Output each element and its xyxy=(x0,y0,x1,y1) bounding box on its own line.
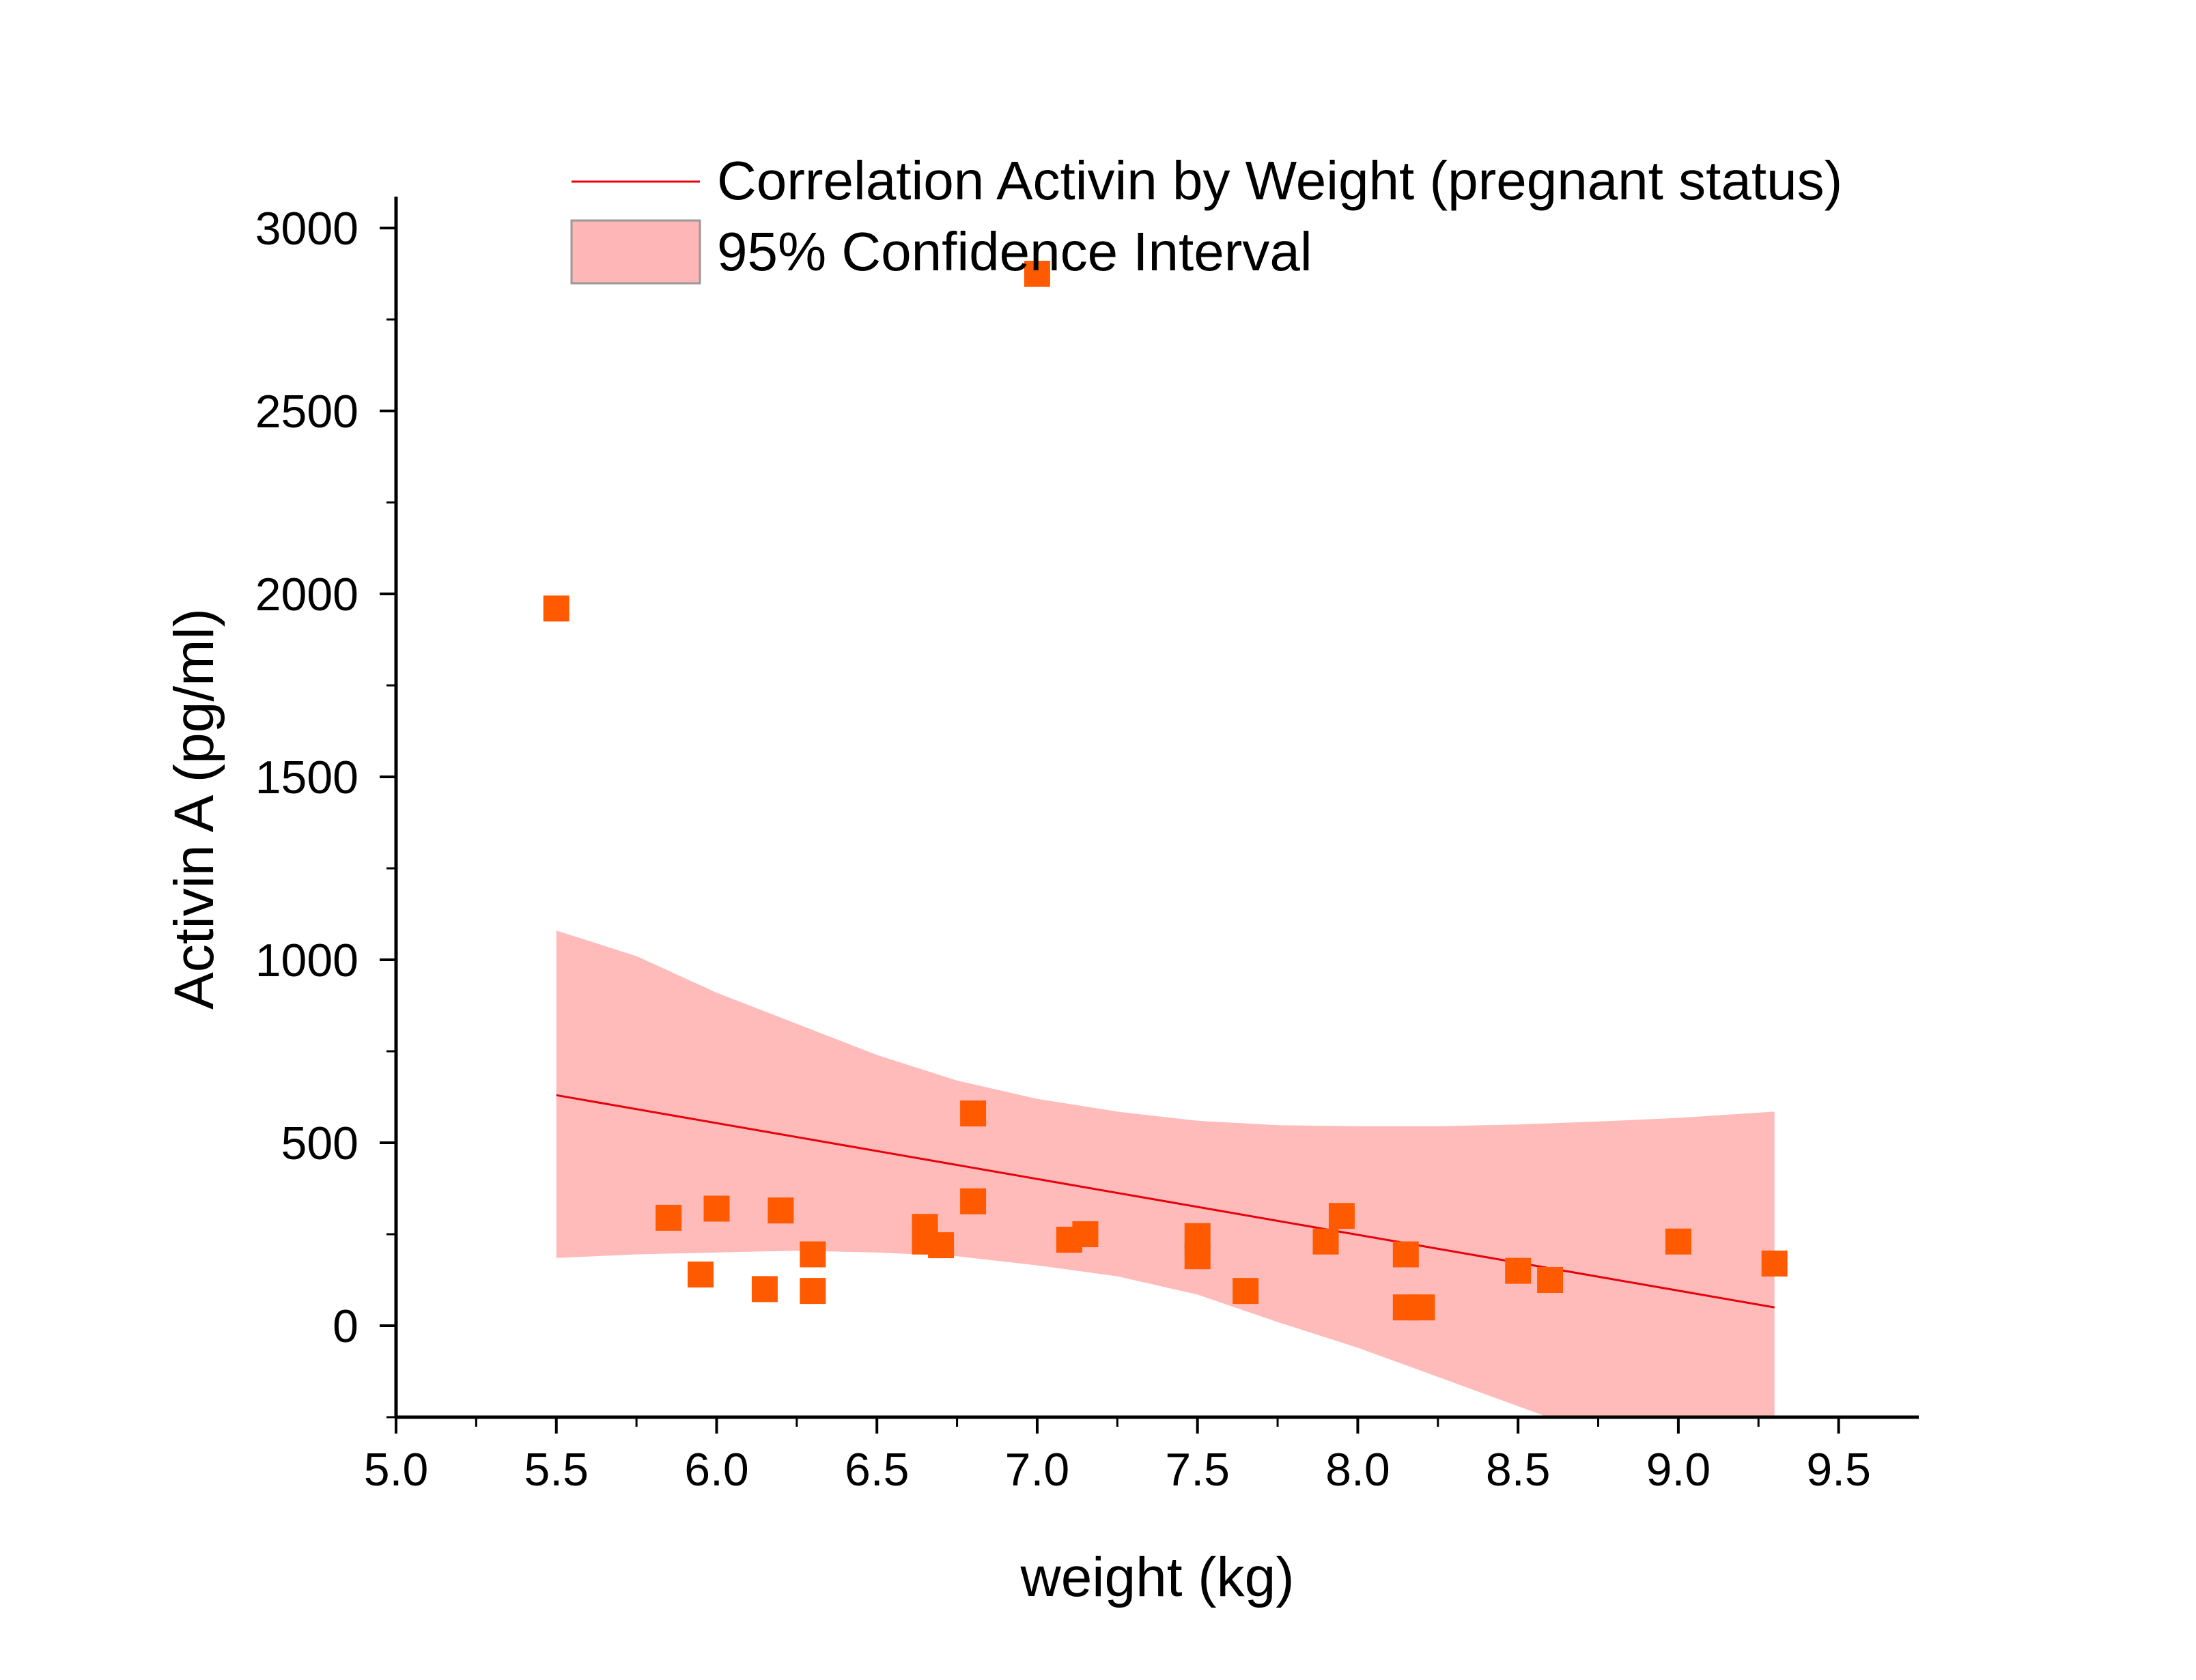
legend-band-swatch xyxy=(570,219,701,285)
data-point xyxy=(1072,1221,1099,1247)
data-point xyxy=(800,1278,826,1305)
axes xyxy=(394,197,1919,1419)
legend-label-correlation: Correlation Activin by Weight (pregnant … xyxy=(717,150,1842,211)
data-point xyxy=(768,1197,794,1224)
x-ticks: 5.0 5.5 6.0 6.5 7.0 7.5 8.0 8.5 9.0 9.5 xyxy=(364,1417,1871,1496)
data-point xyxy=(1665,1228,1691,1255)
confidence-band xyxy=(556,930,1775,1417)
y-tick-label: 2000 xyxy=(255,569,358,621)
x-tick-label: 8.5 xyxy=(1486,1444,1551,1496)
data-point xyxy=(1184,1243,1211,1270)
data-point xyxy=(656,1204,682,1231)
data-point xyxy=(800,1241,826,1268)
x-tick-label: 9.0 xyxy=(1646,1444,1711,1496)
data-point xyxy=(703,1195,730,1222)
y-ticks: 0 500 1000 1500 2000 2500 3000 xyxy=(255,203,396,1419)
data-point xyxy=(1024,261,1050,287)
data-point xyxy=(1392,1241,1419,1268)
data-point xyxy=(688,1262,714,1287)
data-point xyxy=(1312,1228,1339,1255)
x-tick-label: 6.0 xyxy=(684,1444,749,1496)
data-point xyxy=(543,595,569,622)
regression-line-layer xyxy=(556,1094,1775,1309)
y-tick-label: 0 xyxy=(333,1300,358,1352)
data-point xyxy=(960,1100,987,1127)
x-tick-label: 5.5 xyxy=(524,1444,589,1496)
y-tick-label: 2500 xyxy=(255,386,358,438)
data-points-layer xyxy=(543,261,1788,1321)
data-point xyxy=(1505,1257,1532,1284)
data-point xyxy=(960,1188,987,1214)
x-tick-label: 7.5 xyxy=(1165,1444,1230,1496)
data-point xyxy=(1537,1267,1564,1293)
legend-label-confidence: 95% Confidence Interval xyxy=(717,221,1312,282)
y-tick-label: 500 xyxy=(281,1117,358,1169)
x-tick-label: 6.5 xyxy=(845,1444,910,1496)
data-point xyxy=(928,1232,955,1259)
legend: Correlation Activin by Weight (pregnant … xyxy=(570,150,1842,285)
x-tick-label: 9.5 xyxy=(1806,1444,1871,1496)
y-tick-label: 1500 xyxy=(255,752,358,803)
x-axis-title: weight (kg) xyxy=(1019,1546,1294,1608)
regression-line xyxy=(556,1094,1775,1309)
data-point xyxy=(1409,1294,1435,1321)
y-tick-label: 1000 xyxy=(255,935,358,986)
data-point xyxy=(1233,1278,1259,1305)
x-tick-label: 8.0 xyxy=(1325,1444,1390,1496)
x-tick-label: 5.0 xyxy=(364,1444,429,1496)
data-point xyxy=(1761,1250,1788,1277)
data-point xyxy=(1328,1203,1355,1229)
y-axis-title: Activin A (pg/ml) xyxy=(163,608,225,1010)
x-tick-label: 7.0 xyxy=(1005,1444,1070,1496)
y-tick-label: 3000 xyxy=(255,203,358,255)
confidence-band-layer xyxy=(556,930,1775,1417)
data-point xyxy=(751,1276,778,1302)
